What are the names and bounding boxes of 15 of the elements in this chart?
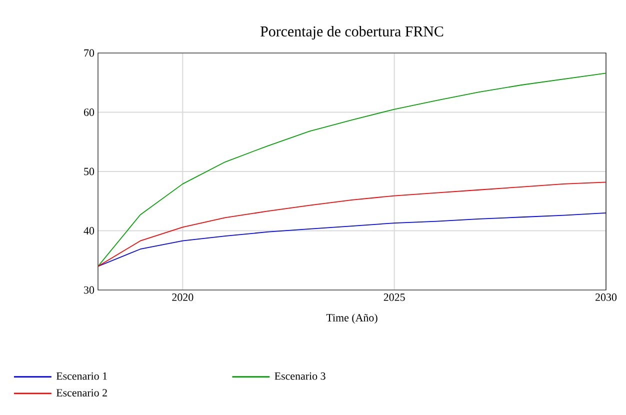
x-axis-title: Time (Año) <box>326 314 378 324</box>
line-series <box>98 182 606 267</box>
x-tick-label: 2020 <box>172 294 194 301</box>
y-tick-label: 60 <box>84 108 94 116</box>
x-tick-label: 2025 <box>384 294 405 301</box>
x-tick-label: 2030 <box>596 294 617 301</box>
legend-label: Escenario 3 <box>274 372 326 380</box>
legend-label: Escenario 1 <box>56 372 107 380</box>
y-tick-label: 70 <box>84 49 94 57</box>
y-tick-label: 30 <box>84 286 94 294</box>
line-series <box>98 212 606 267</box>
y-tick-label: 50 <box>84 168 94 176</box>
legend-label: Escenario 2 <box>56 389 107 396</box>
chart-title: Porcentaje de cobertura FRNC <box>260 26 444 40</box>
y-tick-label: 40 <box>84 227 94 234</box>
